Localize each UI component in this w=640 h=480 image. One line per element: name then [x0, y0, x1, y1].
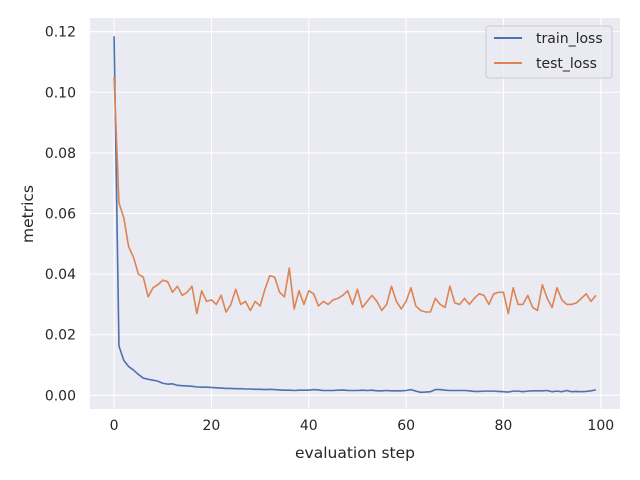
x-axis-label: evaluation step [295, 444, 415, 462]
y-tick-label: 0.08 [45, 146, 76, 162]
y-axis-ticks: 0.00 0.02 0.04 0.06 0.08 0.10 0.12 [45, 25, 76, 405]
grid-lines [90, 18, 620, 409]
x-tick-label: 80 [495, 418, 513, 434]
y-tick-label: 0.06 [45, 207, 76, 223]
series-layer [113, 36, 597, 394]
legend-label-test-loss: test_loss [536, 56, 597, 72]
y-tick-label: 0.10 [45, 85, 76, 101]
legend-label-train-loss: train_loss [536, 31, 603, 47]
series-line-test-loss [113, 77, 597, 315]
x-tick-label: 100 [587, 418, 614, 434]
y-axis-label: metrics [19, 185, 37, 243]
legend: train_loss test_loss [485, 25, 613, 79]
y-tick-label: 0.12 [45, 25, 76, 41]
y-tick-label: 0.04 [45, 267, 76, 283]
x-tick-label: 60 [397, 418, 415, 434]
x-axis-ticks: 0 20 40 60 80 100 [110, 418, 615, 434]
y-tick-label: 0.02 [45, 328, 76, 344]
x-tick-label: 0 [110, 418, 119, 434]
x-tick-label: 20 [203, 418, 221, 434]
series-line-train-loss [113, 36, 597, 394]
y-tick-label: 0.00 [45, 388, 76, 404]
x-tick-label: 40 [300, 418, 318, 434]
